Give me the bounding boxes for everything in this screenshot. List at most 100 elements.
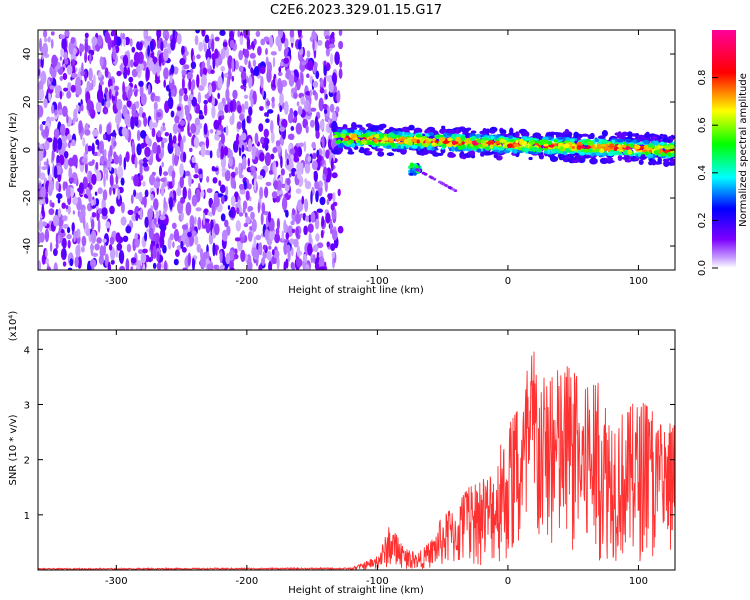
heatmap-cell [309, 89, 313, 97]
colorbar-tick-label: 0.8 [697, 70, 708, 86]
heatmap-cell [259, 152, 265, 162]
heatmap-cell [465, 154, 471, 158]
heatmap-cell [105, 169, 109, 181]
heatmap-cell [60, 48, 65, 57]
heatmap-cell [514, 148, 518, 154]
heatmap-cell [601, 144, 607, 147]
heatmap-cell [276, 255, 280, 270]
heatmap-cell [105, 221, 111, 229]
heatmap-cell [84, 69, 87, 82]
heatmap-cell [59, 76, 63, 81]
heatmap-cell [191, 79, 196, 90]
heatmap-cell [317, 39, 323, 46]
snr-series-line [38, 351, 675, 570]
heatmap-cell [117, 110, 122, 122]
heatmap-cell [310, 107, 317, 112]
heatmap-cell [460, 128, 470, 133]
heatmap-cell [338, 40, 344, 50]
heatmap-cell [48, 180, 54, 191]
heatmap-cell [202, 67, 208, 76]
heatmap-cell [304, 180, 312, 190]
heatmap-cell [156, 40, 161, 49]
heatmap-cell [236, 207, 240, 215]
heatmap-cell [41, 221, 47, 227]
heatmap-cell [47, 36, 51, 43]
heatmap-cell [200, 190, 205, 198]
heatmap-cell [348, 129, 355, 133]
heatmap-cell [323, 76, 327, 88]
heatmap-cell [38, 105, 44, 118]
heatmap-cell [279, 126, 286, 132]
heatmap-cell [666, 152, 672, 157]
heatmap-cell [156, 112, 162, 118]
heatmap-cell [322, 159, 325, 165]
heatmap-cell [109, 157, 113, 162]
heatmap-cell [57, 137, 63, 150]
heatmap-cell [54, 109, 58, 116]
heatmap-cell [297, 30, 302, 38]
heatmap-cell [163, 79, 166, 88]
heatmap-cell [49, 66, 54, 75]
heatmap-cell [160, 125, 163, 135]
heatmap-cell [182, 135, 186, 143]
heatmap-cell [337, 225, 344, 234]
heatmap-cell [198, 114, 205, 120]
heatmap-cell [280, 168, 285, 176]
heatmap-cell [163, 48, 169, 62]
heatmap-cell [331, 120, 338, 134]
heatmap-cell [211, 38, 215, 52]
heatmap-cell [300, 96, 306, 105]
heatmap-cell [204, 34, 210, 44]
heatmap-cell [182, 267, 188, 270]
heatmap-cell [117, 200, 122, 207]
heatmap-cell [270, 153, 275, 160]
heatmap-cell [285, 232, 290, 240]
heatmap-cell [179, 119, 186, 126]
heatmap-cell [221, 229, 228, 242]
heatmap-cell [265, 118, 270, 123]
heatmap-cell [97, 187, 103, 195]
heatmap-cell [53, 248, 58, 257]
heatmap-cell [38, 150, 44, 162]
heatmap-cell [254, 132, 259, 145]
heatmap-cell [304, 163, 311, 174]
heatmap-cell [305, 125, 309, 134]
heatmap-cell [67, 82, 72, 92]
heatmap-cell [278, 66, 282, 73]
heatmap-cell [271, 96, 275, 103]
heatmap-cell [206, 56, 211, 69]
heatmap-cell [437, 180, 442, 184]
heatmap-cell [91, 212, 97, 218]
x-tick-label: -100 [366, 576, 389, 587]
heatmap-cell [120, 62, 124, 75]
heatmap-cell [67, 141, 71, 149]
heatmap-cell [229, 258, 234, 270]
heatmap-cell [599, 149, 603, 153]
heatmap-cell [293, 145, 298, 160]
heatmap-cell [604, 148, 610, 151]
heatmap-cell [605, 159, 615, 164]
heatmap-cell [228, 209, 234, 218]
heatmap-cell [638, 159, 644, 165]
heatmap-cell [586, 141, 594, 146]
heatmap-cell [96, 88, 104, 103]
heatmap-cell [332, 149, 339, 155]
heatmap-cell [313, 61, 317, 74]
heatmap-cell [641, 149, 648, 153]
heatmap-cell [271, 100, 275, 109]
heatmap-cell [44, 37, 48, 43]
heatmap-cell [138, 191, 143, 202]
heatmap-cell [275, 35, 282, 47]
heatmap-cell [62, 261, 67, 267]
heatmap-cell [654, 140, 659, 146]
heatmap-cell [231, 58, 235, 73]
heatmap-cell [323, 65, 327, 76]
heatmap-cell [190, 61, 197, 70]
heatmap-cell [43, 30, 48, 38]
heatmap-cell [257, 46, 262, 56]
heatmap-cell [350, 142, 356, 148]
heatmap-cell [166, 31, 170, 39]
heatmap-cell [637, 134, 645, 139]
heatmap-cell [71, 72, 78, 79]
heatmap-cell [237, 104, 242, 114]
